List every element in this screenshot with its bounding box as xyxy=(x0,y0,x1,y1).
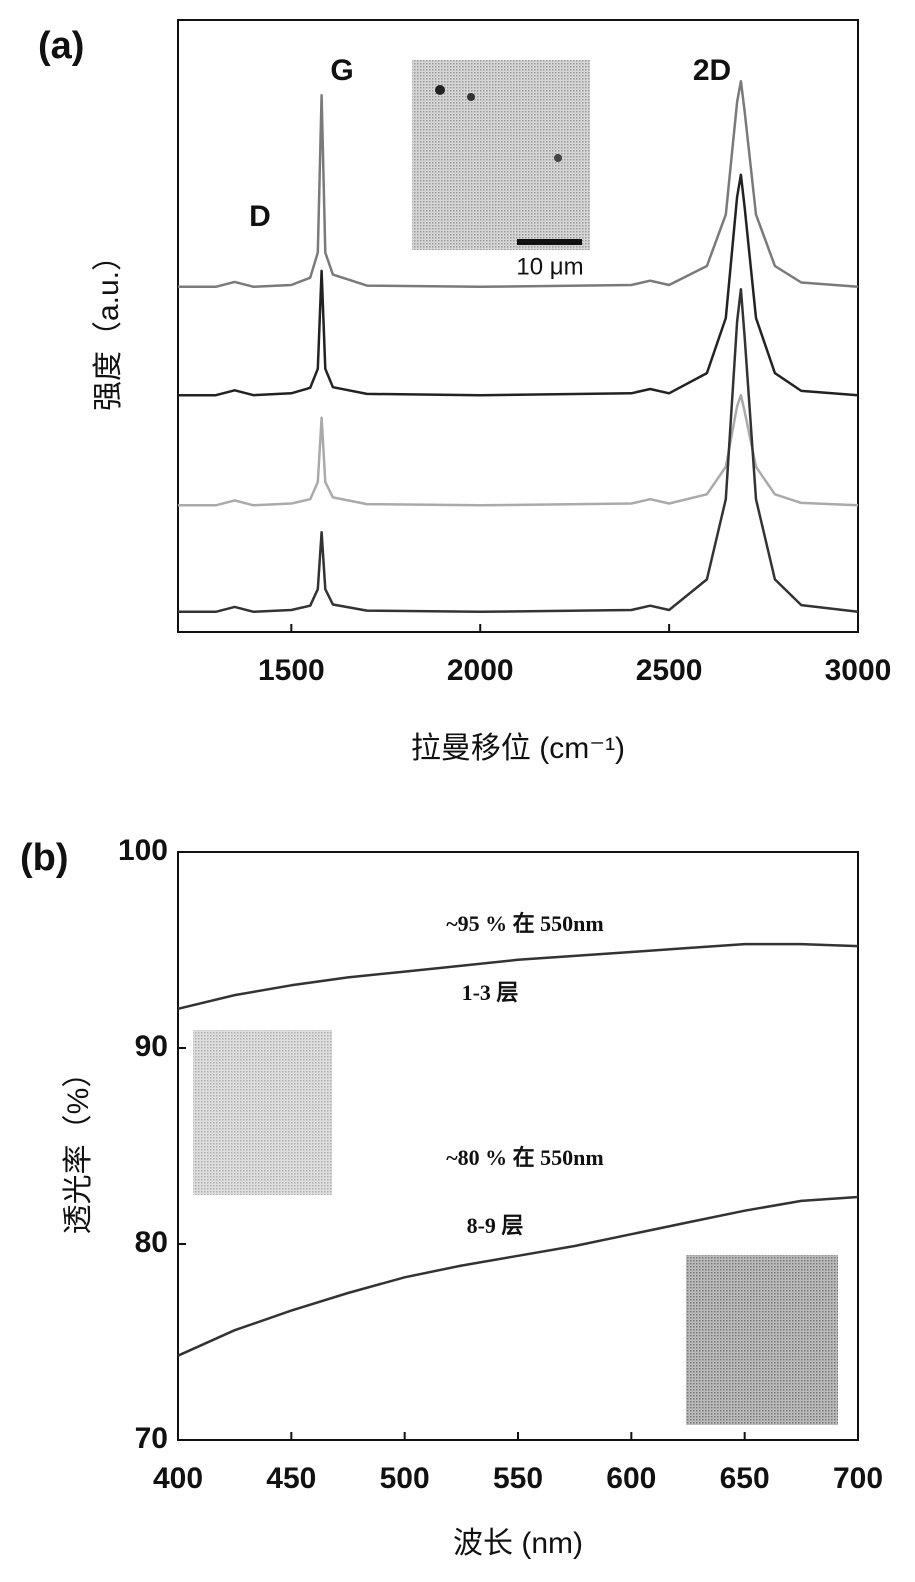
annotation: D xyxy=(249,200,271,233)
annotation: 8-9 层 xyxy=(467,1213,524,1238)
annotation: ~80 % 在 550nm xyxy=(446,1145,604,1170)
series-line xyxy=(178,79,859,289)
x-tick-label: 3000 xyxy=(825,654,892,687)
x-tick-label: 500 xyxy=(380,1462,430,1495)
series-line xyxy=(178,173,859,397)
y-axis-label: 透光率（%） xyxy=(62,1058,95,1235)
x-tick-label: 2000 xyxy=(447,654,514,687)
x-axis-label: 拉曼移位 (cm⁻¹) xyxy=(411,732,625,765)
x-axis-label: 波长 (nm) xyxy=(453,1527,583,1560)
x-tick-label: 2500 xyxy=(636,654,703,687)
y-tick-label: 70 xyxy=(135,1422,168,1455)
annotation: 2D xyxy=(693,54,731,87)
x-tick-label: 1500 xyxy=(258,654,325,687)
x-tick-label: 550 xyxy=(493,1462,543,1495)
x-tick-label: 400 xyxy=(153,1462,203,1495)
series-line xyxy=(177,942,859,1011)
inset-image xyxy=(686,1255,838,1425)
inset-image xyxy=(193,1030,332,1195)
x-tick-label: 450 xyxy=(266,1462,316,1495)
annotation: 1-3 层 xyxy=(462,980,519,1005)
series-line xyxy=(178,393,859,507)
y-tick-label: 100 xyxy=(118,834,168,867)
x-tick-label: 650 xyxy=(720,1462,770,1495)
panel-label: (a) xyxy=(38,25,84,67)
series-line xyxy=(178,288,859,614)
y-axis-label: 强度（a.u.） xyxy=(92,241,125,411)
annotation: 10 μm xyxy=(516,253,583,280)
annotation: G xyxy=(330,54,353,87)
y-tick-label: 90 xyxy=(135,1030,168,1063)
inset-dot xyxy=(554,154,562,162)
panel-label: (b) xyxy=(20,837,69,879)
series-line xyxy=(177,1195,859,1357)
x-tick-label: 700 xyxy=(833,1462,883,1495)
inset-dot xyxy=(435,85,445,95)
y-tick-label: 80 xyxy=(135,1226,168,1259)
annotation: ~95 % 在 550nm xyxy=(446,911,604,936)
plot-frame xyxy=(177,19,859,633)
x-tick-label: 600 xyxy=(606,1462,656,1495)
inset-dot xyxy=(467,93,475,101)
